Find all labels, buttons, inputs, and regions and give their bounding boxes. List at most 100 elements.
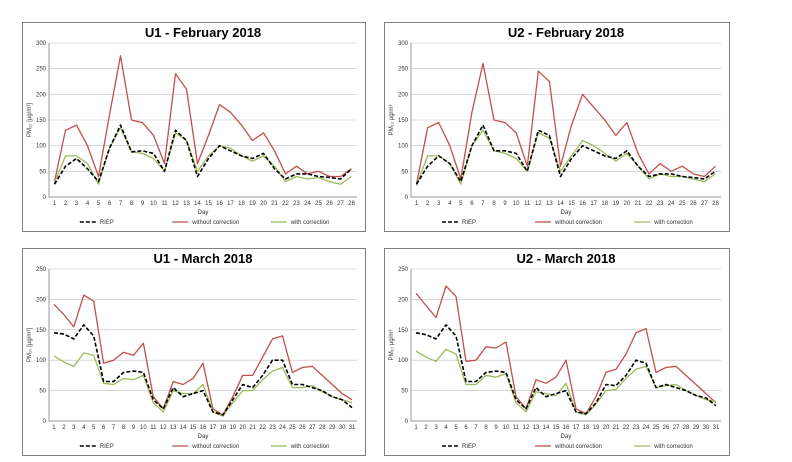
series-line-with-correction xyxy=(415,348,717,416)
x-tick-label: 27 xyxy=(673,425,680,431)
x-tick-label: 28 xyxy=(319,425,326,431)
x-tick-label: 10 xyxy=(513,201,520,207)
series-line-with-correction xyxy=(53,352,353,417)
legend-label-riep: RIEP xyxy=(462,220,476,226)
x-tick-label: 19 xyxy=(249,201,256,207)
x-tick-label: 22 xyxy=(623,425,630,431)
x-axis-label: Day xyxy=(198,210,209,216)
x-tick-label: 1 xyxy=(52,425,56,431)
x-tick-label: 19 xyxy=(229,425,236,431)
x-tick-label: 5 xyxy=(454,425,458,431)
y-tick-label: 0 xyxy=(405,195,409,201)
y-tick-label: 100 xyxy=(398,358,409,364)
x-tick-label: 5 xyxy=(97,201,101,207)
y-tick-label: 250 xyxy=(36,67,47,73)
x-tick-label: 17 xyxy=(590,201,597,207)
y-tick-label: 150 xyxy=(398,118,409,124)
series-line-riep xyxy=(53,324,353,416)
chart-title: U2 - March 2018 xyxy=(517,251,616,266)
x-tick-label: 24 xyxy=(668,201,675,207)
series-line-without-correction xyxy=(53,55,352,182)
x-tick-label: 21 xyxy=(249,425,256,431)
series-line-riep xyxy=(415,124,716,185)
x-tick-label: 20 xyxy=(624,201,631,207)
y-tick-label: 300 xyxy=(398,41,409,47)
x-tick-label: 3 xyxy=(434,425,438,431)
x-tick-label: 9 xyxy=(503,201,507,207)
x-tick-label: 21 xyxy=(271,201,278,207)
x-tick-label: 16 xyxy=(579,201,586,207)
x-tick-label: 1 xyxy=(415,201,419,207)
x-tick-label: 12 xyxy=(172,201,179,207)
x-tick-label: 20 xyxy=(239,425,246,431)
x-tick-label: 11 xyxy=(161,201,168,207)
x-tick-label: 12 xyxy=(535,201,542,207)
x-tick-label: 23 xyxy=(657,201,664,207)
x-tick-label: 10 xyxy=(150,201,157,207)
x-axis-label: Day xyxy=(561,434,572,440)
series-line-with-correction xyxy=(415,129,716,186)
legend-label-with-correction: with correction xyxy=(653,444,693,450)
x-tick-label: 13 xyxy=(170,425,177,431)
legend-label-riep: RIEP xyxy=(100,220,114,226)
x-tick-label: 27 xyxy=(337,201,344,207)
x-tick-label: 25 xyxy=(653,425,660,431)
y-tick-label: 200 xyxy=(398,297,409,303)
x-tick-label: 15 xyxy=(568,201,575,207)
x-tick-label: 7 xyxy=(119,201,123,207)
legend-label-with-correction: with correction xyxy=(653,220,693,226)
x-tick-label: 28 xyxy=(348,201,355,207)
chart-panel-u2-february: U2 - February 2018 0 50 100 150 200 250 300 1 2 3 4… xyxy=(384,22,730,232)
x-tick-label: 15 xyxy=(553,425,560,431)
x-tick-label: 22 xyxy=(259,425,266,431)
legend-label-riep: RIEP xyxy=(100,444,114,450)
x-tick-label: 26 xyxy=(663,425,670,431)
chart-panel-u1-march: U1 - March 2018 0 50 100 150 200 250 1 2 3 4 5 6 7 8 9 1… xyxy=(22,248,366,456)
y-tick-label: 0 xyxy=(43,419,47,425)
x-tick-label: 2 xyxy=(62,425,66,431)
y-tick-label: 250 xyxy=(36,267,47,273)
x-tick-label: 7 xyxy=(474,425,478,431)
x-tick-label: 12 xyxy=(523,425,530,431)
chart-panel-u1-february: U1 - February 2018 0 50 100 150 200 250 300 1 2 3 4… xyxy=(22,22,366,232)
x-tick-label: 2 xyxy=(64,201,68,207)
x-tick-label: 16 xyxy=(216,201,223,207)
x-tick-label: 10 xyxy=(503,425,510,431)
x-tick-label: 6 xyxy=(108,201,112,207)
y-tick-label: 200 xyxy=(36,297,47,303)
x-tick-label: 17 xyxy=(227,201,234,207)
series-line-without-correction xyxy=(415,285,717,415)
chart-title: U2 - February 2018 xyxy=(508,25,624,40)
y-tick-label: 200 xyxy=(36,92,47,98)
y-tick-label: 100 xyxy=(36,144,47,150)
x-tick-label: 17 xyxy=(210,425,217,431)
x-tick-label: 15 xyxy=(205,201,212,207)
x-tick-label: 18 xyxy=(601,201,608,207)
x-tick-label: 8 xyxy=(492,201,496,207)
x-tick-label: 18 xyxy=(238,201,245,207)
x-tick-label: 23 xyxy=(293,201,300,207)
x-tick-label: 6 xyxy=(470,201,474,207)
x-tick-label: 17 xyxy=(573,425,580,431)
x-tick-label: 27 xyxy=(309,425,316,431)
y-tick-label: 0 xyxy=(43,195,47,201)
x-tick-label: 7 xyxy=(112,425,116,431)
x-tick-label: 6 xyxy=(102,425,106,431)
legend-label-without-correction: without correction xyxy=(191,444,239,450)
x-tick-label: 26 xyxy=(299,425,306,431)
legend-label-with-correction: with correction xyxy=(290,444,330,450)
y-tick-label: 0 xyxy=(405,419,409,425)
x-tick-label: 13 xyxy=(183,201,190,207)
x-tick-label: 5 xyxy=(92,425,96,431)
x-tick-label: 23 xyxy=(269,425,276,431)
x-tick-label: 14 xyxy=(194,201,201,207)
y-tick-label: 50 xyxy=(39,389,46,395)
x-tick-label: 28 xyxy=(712,201,719,207)
x-tick-label: 4 xyxy=(86,201,90,207)
x-tick-label: 22 xyxy=(282,201,289,207)
x-tick-label: 8 xyxy=(484,425,488,431)
x-tick-label: 2 xyxy=(426,201,430,207)
series-line-riep xyxy=(53,124,353,185)
